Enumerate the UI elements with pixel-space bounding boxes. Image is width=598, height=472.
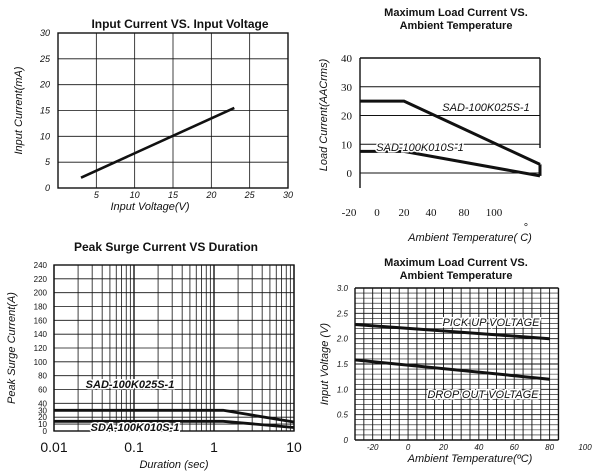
chart4-x-tick: 60 <box>510 443 519 452</box>
chart2-degree-mark: ° <box>524 222 528 234</box>
chart4-y-tick: 0.5 <box>337 411 349 420</box>
chart4-x-tick: -20 <box>367 443 379 452</box>
chart3-y-tick: 220 <box>34 275 48 284</box>
chart3-y-tick: 10 <box>38 420 47 429</box>
chart2-x-label: Ambient Temperature( C) <box>407 232 532 244</box>
chart3-y-tick: 100 <box>34 358 48 367</box>
chart2-x-tick: -20 <box>342 207 357 219</box>
chart3-x-tick: 0.01 <box>40 439 67 455</box>
chart1-y-tick: 25 <box>39 54 51 64</box>
chart3-series-line <box>54 408 295 424</box>
chart2-y-tick: 0 <box>347 168 353 180</box>
chart3-y-label: Peak Surge Current(A) <box>6 292 18 404</box>
chart4-x-tick: 100 <box>578 443 592 452</box>
chart2-series-line <box>360 149 541 178</box>
chart4-x-tick: 40 <box>474 443 483 452</box>
chart3-y-tick: 30 <box>38 406 47 415</box>
chart3-y-tick: 160 <box>34 316 48 325</box>
chart4-series-label: DROP OUT VOLTAGE <box>427 389 539 401</box>
chart3-x-tick: 10 <box>286 439 302 455</box>
chart4-x-label: Ambient Temperature(ºC) <box>407 453 533 465</box>
chart2-y-tick: 10 <box>341 139 353 151</box>
chart1-y-tick: 10 <box>40 131 50 141</box>
chart4-series-line <box>354 358 550 381</box>
chart3-y-tick: 80 <box>38 372 47 381</box>
chart4-y-tick: 1.5 <box>337 360 349 369</box>
chart3-x-tick: 1 <box>210 439 218 455</box>
chart1-y-tick: 15 <box>40 106 51 116</box>
chart3-frame <box>53 264 295 432</box>
chart2-series-label: SAD-100K010S-1 <box>376 142 463 154</box>
chart4-y-tick: 2.5 <box>336 309 349 318</box>
chart4-x-tick: 20 <box>438 443 448 452</box>
chart3-series-label: SDA-100K010S-1 <box>91 422 180 434</box>
chart2-title-line2: Ambient Temperature <box>400 20 513 32</box>
chart4-y-tick: 2.0 <box>336 335 349 344</box>
chart2-x-tick: 80 <box>459 207 471 219</box>
chart3-x-tick: 0.1 <box>124 439 144 455</box>
chart4-y-label: Input Voltage (V) <box>319 323 331 405</box>
chart1-y-tick: 5 <box>45 157 51 167</box>
chart2-x-tick: 40 <box>426 207 438 219</box>
chart4-x-tick: 0 <box>406 443 411 452</box>
chart1-x-tick: 25 <box>244 190 256 200</box>
chart2-y-tick: 20 <box>341 111 353 123</box>
chart1-x-tick: 30 <box>283 190 293 200</box>
chart4-title-line1: Maximum Load Current VS. <box>384 257 528 269</box>
chart3-y-tick: 120 <box>34 344 48 353</box>
chart3-y-tick: 40 <box>38 399 47 408</box>
chart2-series-label: SAD-100K025S-1 <box>442 102 529 114</box>
chart1-y-tick: 0 <box>45 183 50 193</box>
chart2-y-tick: 30 <box>341 82 353 94</box>
chart1-x-tick: 10 <box>130 190 140 200</box>
chart4-series-label: PICK UP VOLTAGE <box>443 317 541 329</box>
chart1-y-tick: 20 <box>39 80 50 90</box>
chart3-x-label: Duration (sec) <box>139 459 208 471</box>
chart1-y-label: Input Current(mA) <box>13 66 25 154</box>
chart2-x-tick: 100 <box>486 207 503 219</box>
chart3-y-tick: 180 <box>34 303 48 312</box>
chart1-x-tick: 15 <box>168 190 179 200</box>
chart1-title: Input Current VS. Input Voltage <box>91 17 268 31</box>
chart3-y-tick: 140 <box>34 330 48 339</box>
chart3-y-tick: 60 <box>38 386 47 395</box>
chart1-frame <box>57 32 289 189</box>
chart4-y-tick: 0 <box>344 436 349 445</box>
chart3-y-tick: 0 <box>43 427 48 436</box>
chart1-y-tick: 30 <box>40 28 50 38</box>
chart1-x-label: Input Voltage(V) <box>110 201 189 213</box>
chart4-title-line2: Ambient Temperature <box>400 270 513 282</box>
chart2-title-line1: Maximum Load Current VS. <box>384 7 528 19</box>
chart1-series-line <box>80 106 235 179</box>
chart1-x-tick: 20 <box>205 190 216 200</box>
chart2-y-label: Load Current(AACrms) <box>318 58 330 171</box>
chart2-y-tick: 40 <box>341 53 353 65</box>
chart4-y-tick: 3.0 <box>337 284 349 293</box>
chart1-x-tick: 5 <box>94 190 100 200</box>
chart3-title: Peak Surge Current VS Duration <box>74 240 258 254</box>
chart4-x-tick: 80 <box>545 443 554 452</box>
chart2-x-tick: 20 <box>399 207 411 219</box>
chart2-x-tick: 0 <box>374 207 380 219</box>
chart4-y-tick: 1.0 <box>337 385 349 394</box>
chart3-y-tick: 20 <box>38 413 47 422</box>
chart3-series-label: SAD-100K025S-1 <box>86 379 175 391</box>
chart4-series-line <box>354 323 550 341</box>
chart3-y-tick: 200 <box>34 289 48 298</box>
chart3-y-tick: 240 <box>34 261 48 270</box>
chart2-series-line <box>360 99 541 166</box>
chart3-series-line <box>54 419 295 429</box>
